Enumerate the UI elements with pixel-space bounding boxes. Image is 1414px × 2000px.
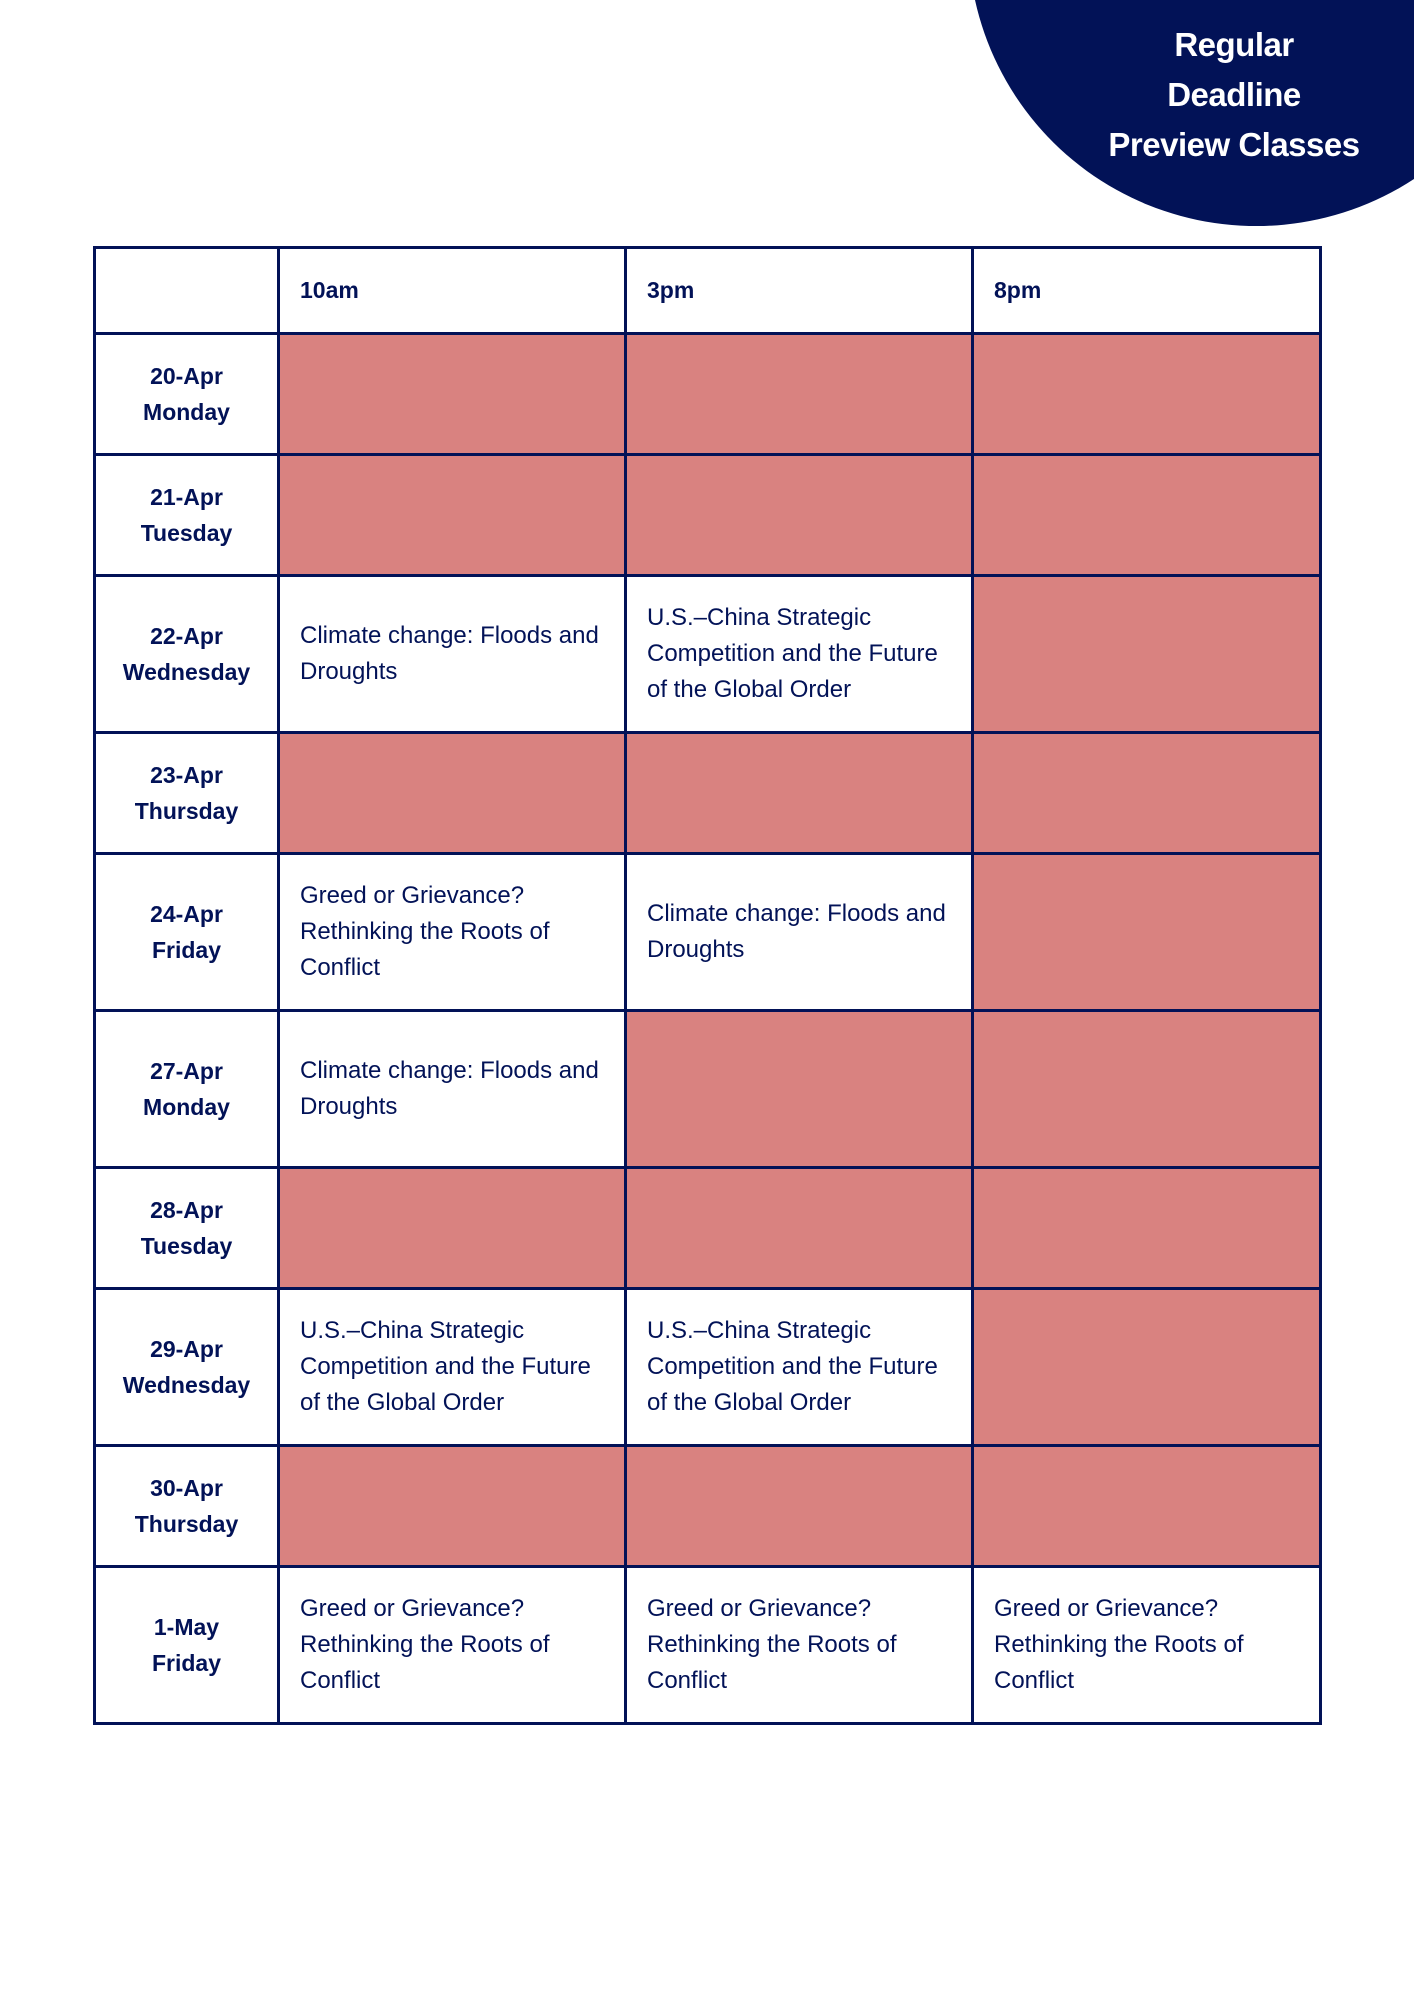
class-slot-cell: Climate change: Floods and Droughts bbox=[277, 1009, 627, 1169]
weekday-label: Monday bbox=[143, 399, 230, 425]
date-cell: 27-Apr Monday bbox=[93, 1009, 280, 1169]
unavailable-slot-cell bbox=[624, 1166, 974, 1290]
date-cell: 24-Apr Friday bbox=[93, 852, 280, 1012]
title-badge-circle bbox=[975, 0, 1414, 226]
date-label: 23-Apr bbox=[150, 762, 223, 788]
weekday-label: Friday bbox=[151, 1650, 222, 1676]
date-label: 20-Apr bbox=[150, 363, 223, 389]
class-slot-cell: Greed or Grievance? Rethinking the Roots… bbox=[624, 1565, 974, 1725]
unavailable-slot-cell bbox=[624, 332, 974, 456]
weekday-label: Monday bbox=[143, 1094, 230, 1120]
header-row: 10am 3pm 8pm bbox=[93, 246, 1322, 335]
date-label: 30-Apr bbox=[150, 1475, 223, 1501]
weekday-label: Tuesday bbox=[140, 520, 233, 546]
date-label: 27-Apr bbox=[150, 1058, 223, 1084]
date-label: 1-May bbox=[153, 1614, 220, 1640]
unavailable-slot-cell bbox=[971, 453, 1322, 577]
schedule-table: 10am 3pm 8pm 20-Apr Monday 21-Apr Tuesday 22… bbox=[93, 246, 1322, 1725]
date-cell: 20-Apr Monday bbox=[93, 332, 280, 456]
unavailable-slot-cell bbox=[277, 332, 627, 456]
table-row: 24-Apr Friday Greed or Grievance? Rethinki… bbox=[93, 852, 1322, 1012]
class-slot-cell: U.S.–China Strategic Competition and the… bbox=[624, 574, 974, 734]
unavailable-slot-cell bbox=[971, 574, 1322, 734]
unavailable-slot-cell bbox=[971, 852, 1322, 1012]
table-row: 28-Apr Tuesday bbox=[93, 1166, 1322, 1290]
table-row: 29-Apr Wednesday U.S.–China Strategic Comp… bbox=[93, 1287, 1322, 1447]
table-row: 23-Apr Thursday bbox=[93, 731, 1322, 855]
unavailable-slot-cell bbox=[971, 1287, 1322, 1447]
date-cell: 29-Apr Wednesday bbox=[93, 1287, 280, 1447]
unavailable-slot-cell bbox=[277, 1444, 627, 1568]
date-label: 22-Apr bbox=[150, 623, 223, 649]
class-slot-cell: Greed or Grievance? Rethinking the Roots… bbox=[277, 1565, 627, 1725]
unavailable-slot-cell bbox=[624, 1444, 974, 1568]
unavailable-slot-cell bbox=[277, 453, 627, 577]
unavailable-slot-cell bbox=[971, 731, 1322, 855]
unavailable-slot-cell bbox=[971, 1009, 1322, 1169]
column-header-10am: 10am bbox=[277, 246, 627, 335]
weekday-label: Wednesday bbox=[122, 659, 251, 685]
unavailable-slot-cell bbox=[277, 1166, 627, 1290]
date-label: 29-Apr bbox=[150, 1336, 223, 1362]
unavailable-slot-cell bbox=[624, 731, 974, 855]
class-slot-cell: Greed or Grievance? Rethinking the Roots… bbox=[971, 1565, 1322, 1725]
class-slot-cell: U.S.–China Strategic Competition and the… bbox=[277, 1287, 627, 1447]
title-line: Regular bbox=[1174, 26, 1294, 63]
class-slot-cell: Greed or Grievance? Rethinking the Roots… bbox=[277, 852, 627, 1012]
class-slot-cell: Climate change: Floods and Droughts bbox=[277, 574, 627, 734]
weekday-label: Thursday bbox=[134, 798, 239, 824]
weekday-label: Tuesday bbox=[140, 1233, 233, 1259]
class-slot-cell: U.S.–China Strategic Competition and the… bbox=[624, 1287, 974, 1447]
date-cell: 23-Apr Thursday bbox=[93, 731, 280, 855]
table-row: 1-May Friday Greed or Grievance? Rethinkin… bbox=[93, 1565, 1322, 1725]
column-header-3pm: 3pm bbox=[624, 246, 974, 335]
title-line: Preview Classes bbox=[1108, 126, 1360, 163]
weekday-label: Friday bbox=[151, 937, 222, 963]
unavailable-slot-cell bbox=[624, 453, 974, 577]
title-line: Deadline bbox=[1167, 76, 1301, 113]
column-header-8pm: 8pm bbox=[971, 246, 1322, 335]
unavailable-slot-cell bbox=[971, 332, 1322, 456]
table-row: 30-Apr Thursday bbox=[93, 1444, 1322, 1568]
date-cell: 30-Apr Thursday bbox=[93, 1444, 280, 1568]
date-label: 21-Apr bbox=[150, 484, 223, 510]
unavailable-slot-cell bbox=[971, 1166, 1322, 1290]
table-row: 22-Apr Wednesday Climate change: Floods an… bbox=[93, 574, 1322, 734]
table-row: 20-Apr Monday bbox=[93, 332, 1322, 456]
weekday-label: Thursday bbox=[134, 1511, 239, 1537]
page-title: Regular Deadline Preview Classes bbox=[1064, 20, 1404, 170]
date-cell: 1-May Friday bbox=[93, 1565, 280, 1725]
unavailable-slot-cell bbox=[277, 731, 627, 855]
unavailable-slot-cell bbox=[971, 1444, 1322, 1568]
class-slot-cell: Climate change: Floods and Droughts bbox=[624, 852, 974, 1012]
date-cell: 21-Apr Tuesday bbox=[93, 453, 280, 577]
date-label: 24-Apr bbox=[150, 901, 223, 927]
table-row: 27-Apr Monday Climate change: Floods and D… bbox=[93, 1009, 1322, 1169]
date-cell: 28-Apr Tuesday bbox=[93, 1166, 280, 1290]
date-cell: 22-Apr Wednesday bbox=[93, 574, 280, 734]
table-row: 21-Apr Tuesday bbox=[93, 453, 1322, 577]
weekday-label: Wednesday bbox=[122, 1372, 251, 1398]
unavailable-slot-cell bbox=[624, 1009, 974, 1169]
corner-cell bbox=[93, 246, 280, 335]
date-label: 28-Apr bbox=[150, 1197, 223, 1223]
